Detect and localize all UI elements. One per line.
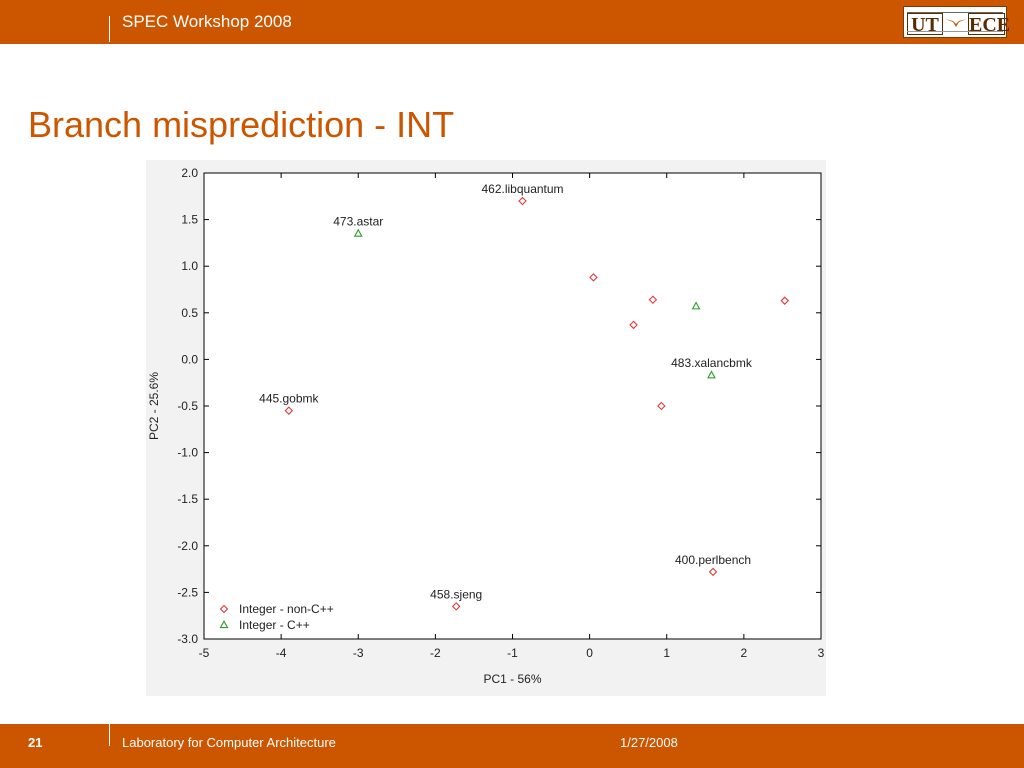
y-tick-label: -2.0 bbox=[177, 539, 198, 553]
legend-marker bbox=[219, 620, 229, 629]
ut-ece-logo: UT ECE bbox=[903, 6, 1011, 38]
footer-date: 1/27/2008 bbox=[620, 735, 678, 750]
y-tick-label: -2.5 bbox=[177, 585, 198, 599]
page-number: 21 bbox=[28, 735, 43, 750]
x-tick-label: -2 bbox=[430, 646, 441, 660]
y-tick-label: 0.0 bbox=[181, 352, 198, 366]
y-tick-label: 1.5 bbox=[181, 213, 198, 227]
x-tick-label: 1 bbox=[663, 646, 670, 660]
footer-bar: 21 Laboratory for Computer Architecture … bbox=[0, 724, 1024, 768]
plot-area bbox=[203, 172, 822, 640]
non-cpp-point bbox=[629, 320, 638, 330]
non-cpp-point bbox=[648, 295, 658, 305]
non-cpp-point bbox=[589, 273, 598, 282]
logo-ece-text: ECE bbox=[968, 13, 1011, 36]
y-tick-label: 2.0 bbox=[181, 166, 198, 180]
header-divider bbox=[109, 16, 110, 42]
non-cpp-point bbox=[518, 196, 527, 206]
non-cpp-point bbox=[657, 401, 666, 411]
non-cpp-point bbox=[451, 602, 461, 611]
point-label: 483.xalancbmk bbox=[671, 356, 753, 370]
scatter-chart: -5 -4 -3 -2 -1 0 1 2 3 2.0 1.5 1.0 0.5 0.0 -0.5 -1.0 -1.… bbox=[146, 160, 826, 696]
logo-top-rule bbox=[907, 8, 1003, 13]
y-tick-label: -3.0 bbox=[177, 632, 198, 646]
logo-bottom-rule bbox=[907, 31, 1003, 35]
x-axis-label: PC1 - 56% bbox=[483, 672, 541, 686]
x-tick-label: -3 bbox=[353, 646, 364, 660]
non-cpp-point bbox=[708, 567, 718, 577]
logo-ut-text: UT bbox=[907, 13, 943, 36]
header-title: SPEC Workshop 2008 bbox=[122, 12, 292, 31]
footer-lab-name: Laboratory for Computer Architecture bbox=[122, 735, 336, 750]
x-tick-label: 0 bbox=[586, 646, 593, 660]
y-tick-label: 0.5 bbox=[181, 306, 198, 320]
header-bar: SPEC Workshop 2008 UT ECE bbox=[0, 0, 1024, 44]
point-label: 473.astar bbox=[333, 215, 383, 229]
non-cpp-point bbox=[284, 406, 294, 415]
x-tick-label: -5 bbox=[199, 646, 210, 660]
cpp-point bbox=[353, 228, 363, 237]
longhorn-icon bbox=[945, 19, 967, 27]
axis-ticks: -5 -4 -3 -2 -1 0 1 2 3 2.0 1.5 1.0 0.5 0.0 -0.5 -1.0 -1.… bbox=[177, 166, 824, 660]
y-tick-label: -0.5 bbox=[177, 399, 198, 413]
legend-label: Integer - non-C++ bbox=[239, 602, 334, 616]
point-label: 445.gobmk bbox=[259, 392, 319, 406]
x-tick-label: -1 bbox=[507, 646, 518, 660]
x-tick-label: 3 bbox=[818, 646, 825, 660]
x-tick-label: 2 bbox=[741, 646, 748, 660]
x-tick-label: -4 bbox=[276, 646, 287, 660]
chart-svg: -5 -4 -3 -2 -1 0 1 2 3 2.0 1.5 1.0 0.5 0.0 -0.5 -1.0 -1.… bbox=[147, 166, 825, 686]
cpp-point bbox=[707, 370, 716, 379]
legend-marker bbox=[219, 604, 229, 614]
y-tick-label: -1.5 bbox=[177, 492, 198, 506]
y-tick-label: 1.0 bbox=[181, 259, 198, 273]
y-tick-label: -1.0 bbox=[177, 446, 198, 460]
footer-divider bbox=[109, 724, 110, 746]
point-label: 458.sjeng bbox=[430, 587, 482, 601]
legend: Integer - non-C++ Integer - C++ bbox=[219, 602, 334, 632]
cpp-point bbox=[691, 301, 701, 310]
point-label: 462.libquantum bbox=[481, 182, 563, 196]
point-label: 400.perlbench bbox=[675, 553, 751, 567]
data-points: 462.libquantum 445.gobmk 400.perlbench 458.… bbox=[259, 182, 790, 611]
slide-title: Branch misprediction - INT bbox=[28, 104, 455, 145]
legend-label: Integer - C++ bbox=[239, 618, 310, 632]
non-cpp-point bbox=[780, 296, 790, 305]
y-axis-label: PC2 - 25.6% bbox=[147, 372, 161, 440]
